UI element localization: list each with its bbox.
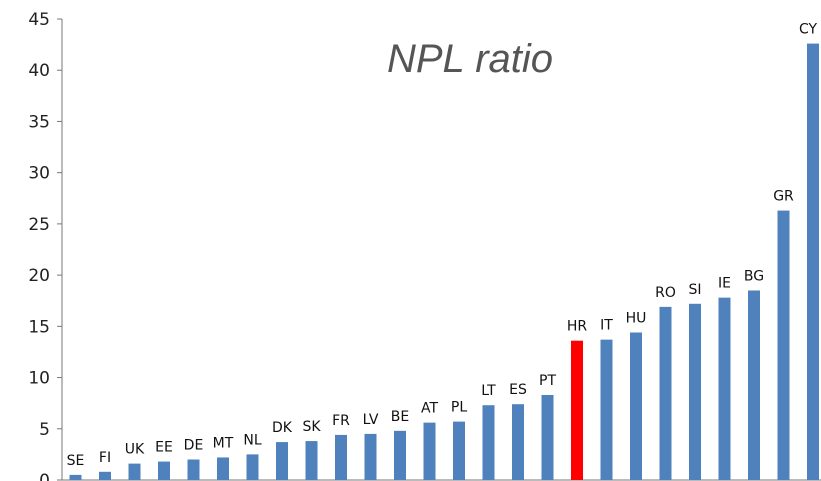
bar-ee	[158, 461, 170, 480]
bar-pl	[453, 421, 465, 480]
bar-dk	[276, 442, 288, 480]
bar-si	[689, 303, 701, 480]
bar-lt	[482, 405, 495, 480]
bar-fr	[335, 434, 347, 480]
bar-cy	[807, 43, 819, 480]
bar-be	[394, 430, 406, 480]
y-tick-label: 15	[28, 317, 50, 337]
bar-label-se: SE	[67, 453, 85, 469]
bar-nl	[246, 454, 259, 480]
bar-label-it: IT	[600, 318, 613, 334]
bar-label-hu: HU	[626, 310, 647, 326]
bar-label-lt: LT	[481, 383, 496, 399]
bar-uk	[128, 463, 141, 480]
bar-label-hr: HR	[567, 319, 588, 335]
y-tick-label: 0	[39, 471, 50, 481]
bar-gr	[777, 210, 790, 480]
bar-label-si: SI	[688, 282, 701, 298]
bar-ie	[718, 297, 731, 480]
bar-label-lv: LV	[363, 412, 379, 428]
bar-bg	[748, 290, 760, 480]
y-tick-label: 10	[28, 369, 50, 389]
bar-label-fi: FI	[99, 450, 111, 466]
bar-labels: SE FI UK EE DE MT NL DK SK FR LV BE AT PL LT ES PT HR IT HU…	[67, 22, 818, 469]
y-tick-label: 20	[28, 266, 50, 286]
bar-ro	[659, 306, 672, 480]
bar-label-ee: EE	[155, 440, 173, 456]
bar-label-dk: DK	[272, 420, 293, 436]
bar-label-uk: UK	[125, 442, 145, 458]
bar-fi	[99, 471, 111, 480]
axes	[61, 19, 821, 481]
bar-at	[423, 422, 436, 480]
bar-label-de: DE	[184, 438, 204, 454]
bar-lv	[364, 433, 377, 480]
bar-label-es: ES	[509, 382, 527, 398]
bar-hr	[571, 340, 583, 480]
bars	[69, 43, 819, 480]
chart-title: NPL ratio	[387, 37, 553, 81]
y-tick-label: 35	[28, 112, 50, 132]
bar-se	[69, 474, 82, 480]
y-tick-label: 30	[28, 164, 50, 184]
bar-mt	[217, 457, 229, 480]
bar-label-at: AT	[421, 401, 438, 417]
bar-label-pl: PL	[451, 400, 467, 416]
y-tick-label: 25	[28, 215, 50, 235]
bar-sk	[305, 441, 318, 480]
bar-label-bg: BG	[744, 268, 764, 284]
y-tick-labels: 0 5 10 15 20 25 30 35 40 45	[28, 10, 62, 481]
y-tick-label: 40	[28, 61, 50, 81]
bar-label-cy: CY	[799, 22, 818, 38]
bar-hu	[630, 332, 642, 480]
bar-label-be: BE	[391, 409, 409, 425]
bar-label-pt: PT	[539, 373, 556, 389]
bar-label-ie: IE	[718, 276, 731, 292]
bar-es	[512, 404, 524, 480]
bar-label-sk: SK	[302, 419, 321, 435]
y-tick-label: 5	[39, 420, 50, 440]
y-tick-label: 45	[28, 10, 50, 30]
bar-label-nl: NL	[243, 432, 261, 448]
bar-pt	[541, 394, 554, 480]
bar-label-mt: MT	[213, 435, 234, 451]
bar-it	[600, 339, 613, 480]
bar-label-fr: FR	[332, 413, 350, 429]
bar-label-gr: GR	[773, 189, 794, 205]
bar-label-ro: RO	[655, 285, 676, 301]
bar-de	[187, 459, 200, 480]
